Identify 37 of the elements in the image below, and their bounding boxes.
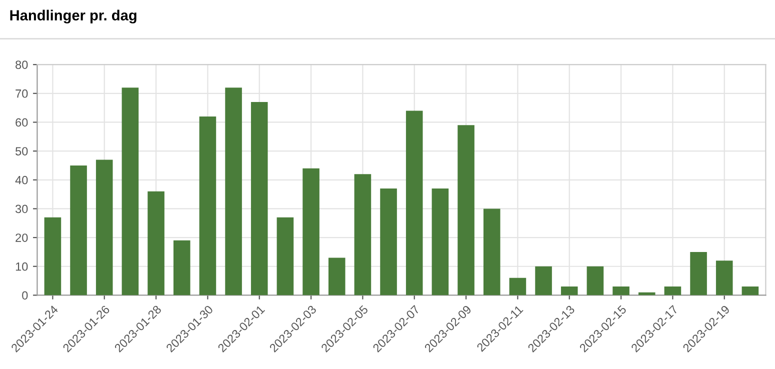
bar bbox=[380, 188, 397, 296]
bar bbox=[612, 286, 630, 296]
bar bbox=[122, 88, 139, 296]
chart-title: Handlinger pr. dag bbox=[10, 10, 136, 24]
bar bbox=[148, 191, 164, 296]
bar bbox=[535, 266, 552, 296]
bar bbox=[664, 286, 682, 296]
y-tick-label: 30 bbox=[15, 204, 28, 214]
bar bbox=[199, 116, 216, 296]
bar bbox=[70, 165, 87, 296]
bar bbox=[406, 110, 423, 296]
y-tick-label: 20 bbox=[16, 234, 28, 242]
y-tick-label: 50 bbox=[16, 147, 28, 156]
y-tick-label: 0 bbox=[22, 291, 28, 300]
y-tick-label: 40 bbox=[15, 176, 28, 184]
bar bbox=[44, 217, 62, 296]
bar bbox=[509, 278, 526, 296]
y-tick-label: 70 bbox=[16, 89, 28, 98]
bar bbox=[458, 125, 474, 296]
bar bbox=[432, 188, 449, 296]
bar bbox=[328, 258, 346, 296]
bar bbox=[225, 88, 242, 296]
bar bbox=[716, 260, 733, 296]
bar bbox=[173, 240, 190, 296]
bar bbox=[483, 208, 500, 296]
bar bbox=[96, 160, 113, 296]
y-tick-label: 10 bbox=[16, 262, 28, 271]
y-tick-label: 60 bbox=[16, 118, 28, 127]
bar bbox=[354, 174, 372, 296]
bar bbox=[742, 286, 759, 296]
bar bbox=[560, 286, 578, 296]
bar bbox=[302, 168, 320, 296]
bar bbox=[276, 217, 294, 296]
y-tick-label: 80 bbox=[16, 60, 28, 69]
bar bbox=[586, 266, 604, 296]
bar bbox=[250, 102, 268, 296]
bar bbox=[690, 252, 707, 296]
